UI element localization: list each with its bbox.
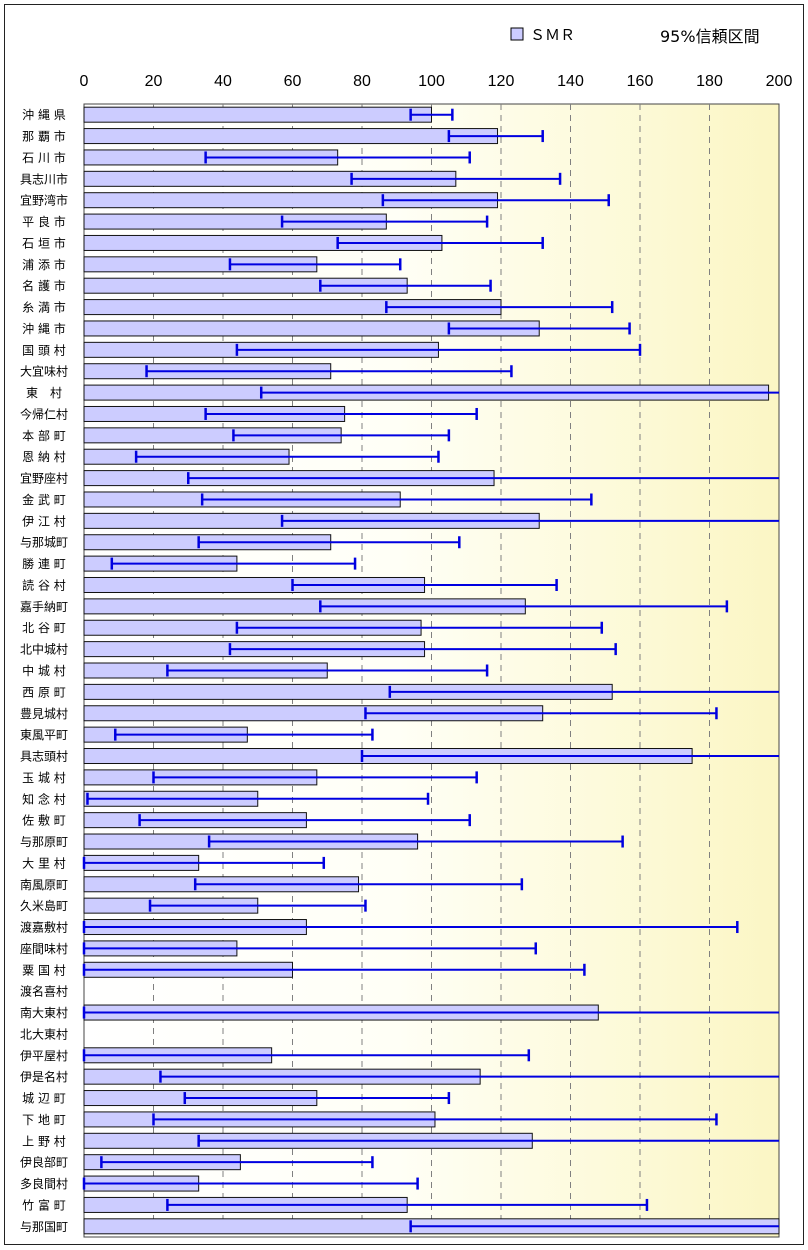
category-label: 名 護 市: [22, 278, 66, 293]
x-tick-label: 40: [214, 73, 232, 90]
x-tick-label: 120: [488, 73, 515, 90]
category-label: 今帰仁村: [20, 406, 68, 421]
category-label: 金 武 町: [22, 492, 66, 507]
category-label: 与那城町: [20, 536, 68, 550]
chart-frame: [4, 4, 804, 1245]
category-label: 伊是名村: [20, 1069, 68, 1084]
x-tick-label: 0: [80, 73, 89, 90]
category-label: 伊良部町: [20, 1155, 68, 1170]
category-label: 多良間村: [20, 1176, 68, 1191]
x-tick-label: 140: [557, 73, 584, 90]
category-label: 恩 納 村: [22, 450, 66, 464]
category-label: 城 辺 町: [22, 1092, 66, 1106]
category-label: 与那国町: [20, 1220, 68, 1234]
x-tick-label: 200: [766, 73, 793, 90]
category-label: 渡嘉敷村: [20, 920, 68, 935]
legend-swatch: [510, 27, 524, 41]
category-label: 上 野 村: [22, 1134, 66, 1148]
category-label: 勝 連 町: [22, 556, 66, 571]
category-label: 久米島町: [20, 898, 68, 913]
bar: [83, 128, 499, 145]
x-tick-label: 160: [627, 73, 654, 90]
category-label: 西 原 町: [22, 685, 66, 699]
category-label: 座間味村: [20, 941, 68, 956]
category-label: 那 覇 市: [22, 129, 66, 144]
category-label: 玉 城 村: [22, 771, 66, 785]
x-tick-label: 20: [145, 73, 163, 90]
category-label: 読 谷 村: [22, 577, 66, 592]
category-label: 沖 縄 市: [22, 321, 66, 336]
category-label: 下 地 町: [22, 1113, 66, 1127]
category-label: 浦 添 市: [22, 257, 66, 272]
category-label: 嘉手納町: [20, 600, 68, 614]
category-label: 佐 敷 町: [22, 813, 66, 828]
category-label: 具志頭村: [20, 750, 68, 764]
category-label: 石 川 市: [22, 150, 66, 165]
category-label: 東風平町: [20, 728, 68, 742]
x-tick-label: 80: [353, 73, 371, 90]
category-label: 北中城村: [20, 642, 68, 657]
legend-series-label: ＳＭＲ: [530, 26, 575, 44]
category-label: 大 里 村: [22, 856, 66, 870]
category-label: 北 谷 町: [22, 621, 66, 635]
category-label: 南風原町: [20, 877, 68, 892]
category-label: 北大東村: [20, 1027, 68, 1041]
category-label: 沖 縄 県: [22, 107, 66, 122]
category-label: 知 念 村: [22, 791, 66, 806]
x-tick-label: 100: [418, 73, 445, 90]
category-label: 宜野湾市: [20, 193, 68, 208]
bar: [83, 106, 432, 123]
category-label: 与那原町: [20, 835, 68, 849]
category-label: 糸 満 市: [22, 300, 66, 315]
x-tick-label: 60: [284, 73, 302, 90]
category-label: 渡名喜村: [20, 984, 68, 999]
legend-ci-label: 95%信頼区間: [660, 27, 760, 46]
category-label: 大宜味村: [20, 364, 68, 379]
x-tick-label: 180: [696, 73, 723, 90]
category-label: 豊見城村: [20, 707, 68, 721]
category-label: 国 頭 村: [22, 343, 66, 357]
category-label: 本 部 町: [22, 428, 66, 443]
category-label: 竹 富 町: [22, 1197, 66, 1212]
category-label: 南大東村: [20, 1005, 68, 1020]
category-label: 粟 国 村: [22, 963, 66, 977]
category-label: 石 垣 市: [22, 235, 66, 250]
category-label: 宜野座村: [20, 471, 68, 486]
category-label: 伊 江 村: [22, 514, 66, 528]
category-label: 東 村: [26, 386, 62, 400]
category-label: 中 城 村: [22, 663, 66, 678]
category-label: 伊平屋村: [20, 1049, 68, 1063]
category-label: 平 良 市: [22, 214, 66, 229]
category-label: 具志川市: [20, 171, 68, 186]
